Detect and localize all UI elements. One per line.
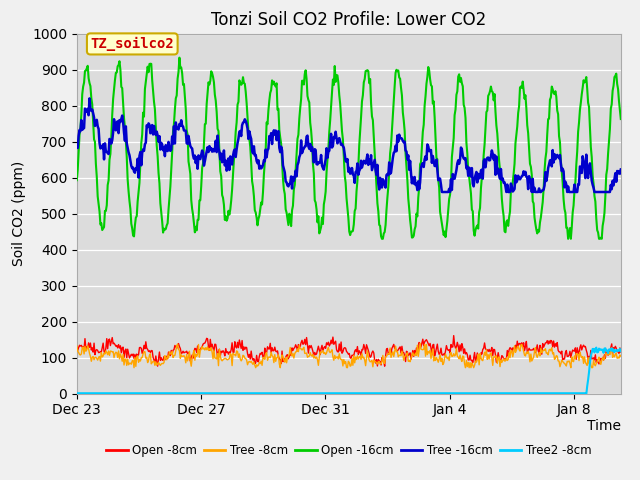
Open -8cm bbox=[437, 345, 445, 351]
Tree -8cm bbox=[394, 354, 402, 360]
Open -16cm bbox=[378, 236, 386, 242]
Tree -16cm bbox=[170, 123, 178, 129]
Open -16cm bbox=[175, 55, 183, 60]
Tree -8cm bbox=[214, 350, 221, 356]
Tree2 -8cm bbox=[617, 348, 625, 354]
Tree -16cm bbox=[394, 139, 402, 144]
Open -8cm bbox=[213, 347, 221, 353]
Tree2 -8cm bbox=[436, 390, 444, 396]
Line: Tree2 -8cm: Tree2 -8cm bbox=[77, 348, 621, 395]
Tree -8cm bbox=[438, 355, 445, 361]
Open -16cm bbox=[396, 74, 403, 80]
Title: Tonzi Soil CO2 Profile: Lower CO2: Tonzi Soil CO2 Profile: Lower CO2 bbox=[211, 11, 486, 29]
Open -8cm bbox=[381, 363, 388, 369]
Line: Open -16cm: Open -16cm bbox=[77, 58, 621, 239]
Open -16cm bbox=[73, 177, 81, 183]
Open -8cm bbox=[394, 347, 402, 352]
Tree -16cm bbox=[484, 155, 492, 160]
Text: TZ_soilco2: TZ_soilco2 bbox=[90, 37, 174, 51]
Y-axis label: Soil CO2 (ppm): Soil CO2 (ppm) bbox=[12, 161, 26, 266]
Open -16cm bbox=[169, 128, 177, 134]
Tree -8cm bbox=[170, 353, 178, 359]
Tree -16cm bbox=[617, 167, 625, 172]
Tree2 -8cm bbox=[394, 390, 401, 396]
Line: Tree -8cm: Tree -8cm bbox=[77, 343, 621, 368]
Tree -8cm bbox=[73, 343, 81, 348]
Tree -8cm bbox=[484, 352, 492, 358]
Tree -8cm bbox=[617, 353, 625, 359]
Tree2 -8cm bbox=[319, 390, 327, 396]
Tree -16cm bbox=[86, 96, 93, 101]
Tree2 -8cm bbox=[593, 345, 600, 350]
Open -8cm bbox=[450, 333, 458, 338]
Tree -16cm bbox=[73, 139, 81, 145]
Tree2 -8cm bbox=[169, 390, 177, 396]
Open -16cm bbox=[320, 202, 328, 207]
Open -8cm bbox=[484, 348, 492, 354]
Line: Open -8cm: Open -8cm bbox=[77, 336, 621, 366]
Tree2 -8cm bbox=[582, 392, 590, 397]
Tree2 -8cm bbox=[483, 390, 490, 396]
Open -8cm bbox=[319, 348, 327, 353]
Line: Tree -16cm: Tree -16cm bbox=[77, 98, 621, 192]
Open -8cm bbox=[73, 347, 81, 353]
Legend: Open -8cm, Tree -8cm, Open -16cm, Tree -16cm, Tree2 -8cm: Open -8cm, Tree -8cm, Open -16cm, Tree -… bbox=[102, 439, 596, 462]
Tree -8cm bbox=[320, 350, 328, 356]
Tree -16cm bbox=[320, 167, 328, 172]
Tree -16cm bbox=[437, 182, 445, 188]
Tree -16cm bbox=[438, 189, 445, 195]
Tree -8cm bbox=[416, 340, 424, 346]
Tree -16cm bbox=[214, 133, 221, 139]
Open -8cm bbox=[169, 348, 177, 353]
Tree2 -8cm bbox=[213, 390, 221, 396]
Text: Time: Time bbox=[587, 419, 621, 433]
Open -16cm bbox=[438, 221, 445, 227]
Tree2 -8cm bbox=[73, 390, 81, 396]
Open -16cm bbox=[214, 126, 221, 132]
Open -16cm bbox=[484, 93, 492, 99]
Open -8cm bbox=[617, 349, 625, 355]
Tree -8cm bbox=[130, 365, 138, 371]
Open -16cm bbox=[617, 116, 625, 122]
